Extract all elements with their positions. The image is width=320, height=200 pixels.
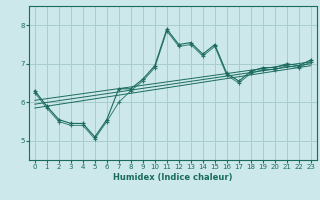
X-axis label: Humidex (Indice chaleur): Humidex (Indice chaleur): [113, 173, 233, 182]
